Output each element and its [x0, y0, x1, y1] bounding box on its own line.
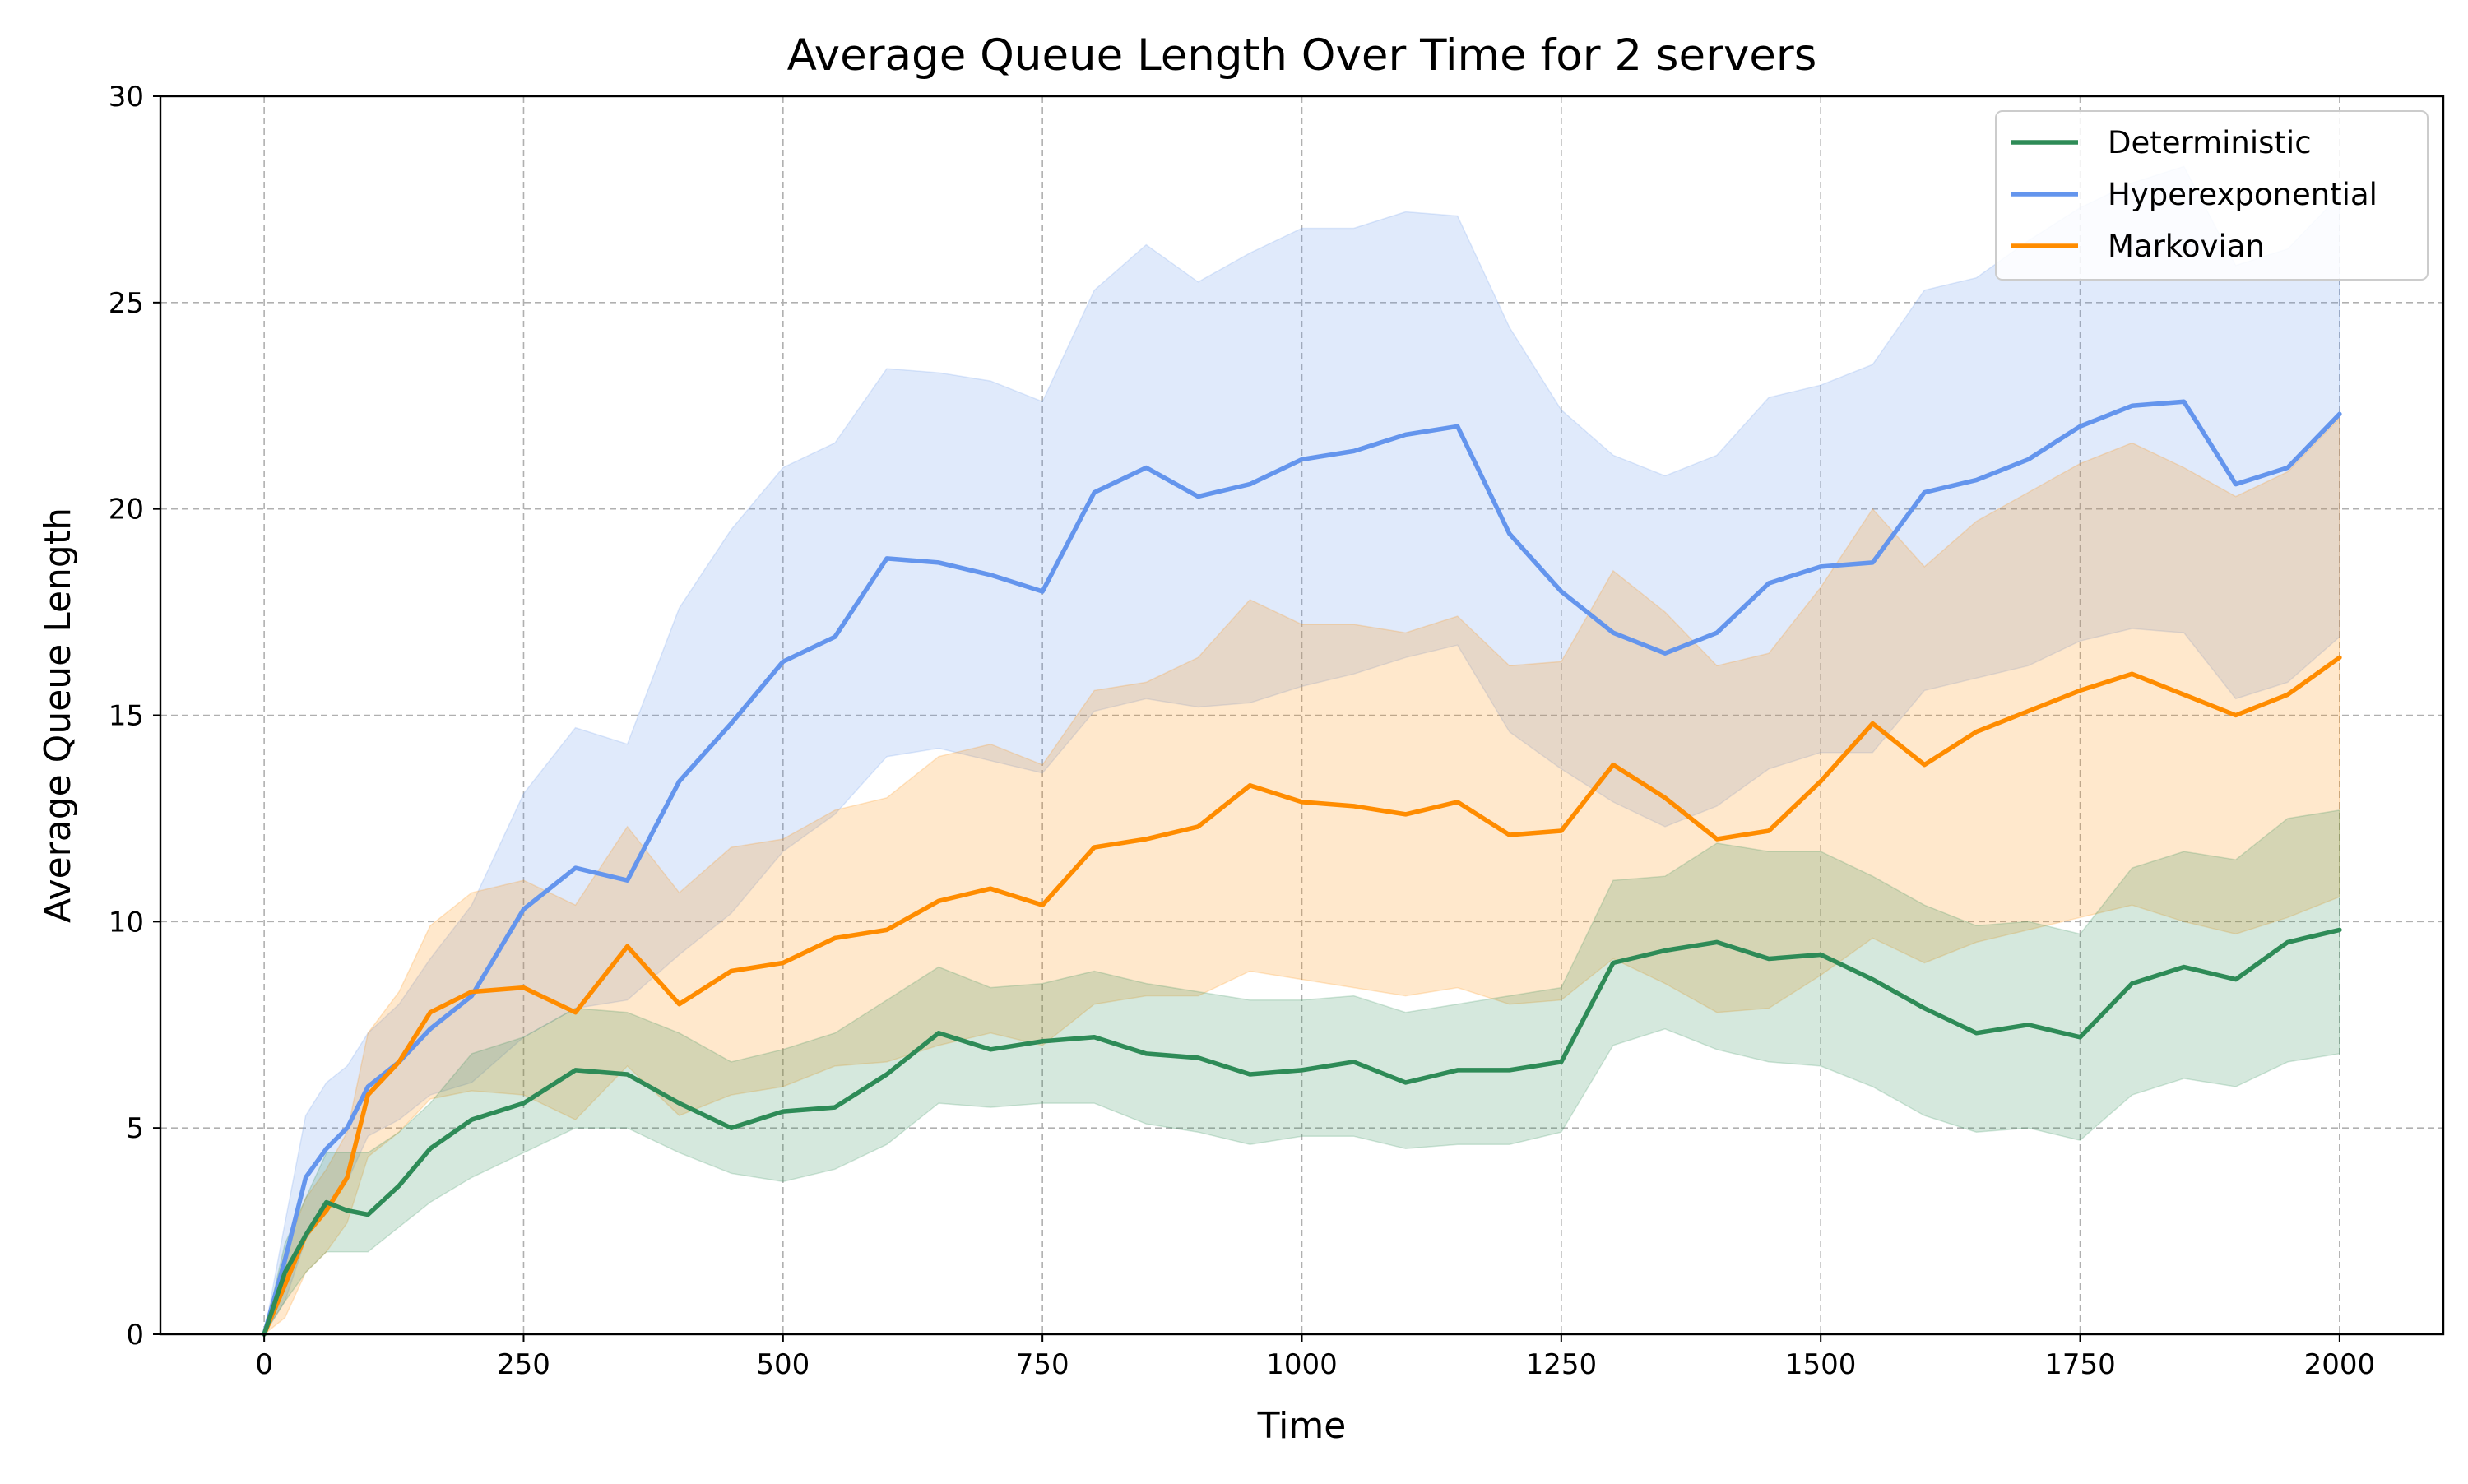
y-tick-label: 30 [109, 81, 144, 114]
deterministic-series-line [262, 927, 2342, 1337]
x-tick-label: 1750 [2044, 1348, 2116, 1381]
tick-layer: 0 250 500 750 1000 1250 1500 1750 2000 0 5 10 15 20 25… [109, 81, 2375, 1381]
x-axis-label: Time [1257, 1405, 1347, 1447]
y-tick-label: 10 [109, 906, 144, 939]
x-tick-label: 2000 [2304, 1348, 2376, 1381]
y-tick-label: 5 [126, 1112, 144, 1145]
legend-box [1995, 110, 2429, 281]
legend-label-hyperexponential: Hyperexponential [2108, 177, 2378, 212]
x-tick-label: 0 [255, 1348, 273, 1381]
x-tick-label: 500 [756, 1348, 810, 1381]
y-tick-label: 20 [109, 494, 144, 526]
chart-title: Average Queue Length Over Time for 2 ser… [787, 30, 1817, 81]
y-tick-label: 0 [126, 1319, 144, 1352]
legend: Deterministic Hyperexponential Markovian [1995, 110, 2429, 281]
y-axis-label: Average Queue Length [37, 508, 79, 923]
y-tick-label: 15 [109, 700, 144, 733]
hyperexponential-series-line [262, 399, 2342, 1337]
x-tick-label: 250 [497, 1348, 550, 1381]
x-tick-label: 1500 [1785, 1348, 1857, 1381]
markovian-series-line [262, 655, 2342, 1337]
legend-label-deterministic: Deterministic [2108, 125, 2312, 160]
legend-label-markovian: Markovian [2108, 229, 2265, 264]
x-tick-label: 1000 [1266, 1348, 1338, 1381]
y-tick-label: 25 [109, 287, 144, 320]
x-tick-label: 750 [1016, 1348, 1069, 1381]
line-layer [262, 399, 2342, 1337]
x-tick-label: 1250 [1526, 1348, 1598, 1381]
